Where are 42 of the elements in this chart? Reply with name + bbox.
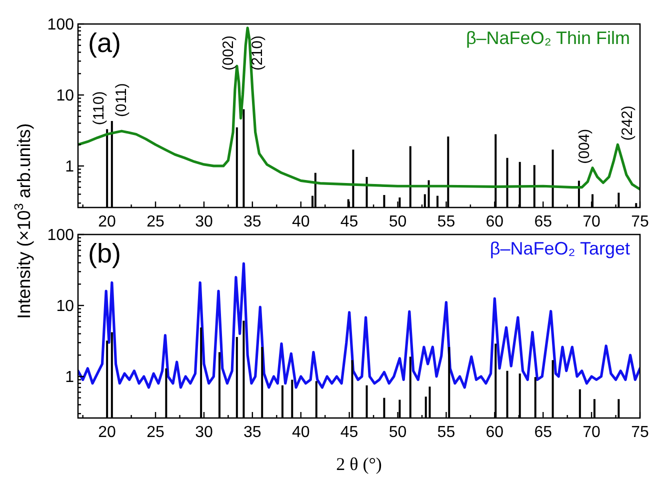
y-tick-label: 1 bbox=[65, 369, 74, 386]
annotation: (242) bbox=[618, 106, 636, 141]
x-tick-label: 70 bbox=[582, 424, 601, 441]
x-tick-label: 20 bbox=[98, 214, 116, 230]
x-tick-label: 65 bbox=[534, 214, 552, 230]
x-tick-label: 35 bbox=[244, 424, 262, 441]
annotation: (002) bbox=[220, 35, 238, 70]
x-tick-label: 40 bbox=[292, 424, 310, 441]
x-tick-label: 25 bbox=[146, 424, 165, 441]
x-tick-label: 30 bbox=[195, 424, 213, 441]
x-tick-label: 50 bbox=[388, 214, 407, 230]
annotation: (004) bbox=[576, 128, 593, 164]
text: β–NaFeO₂ Thin Film bbox=[466, 28, 630, 48]
x-tick-label: 20 bbox=[98, 424, 116, 441]
x-tick-label: 45 bbox=[340, 424, 358, 441]
annotation: (210) bbox=[248, 35, 266, 70]
x-tick-label: 75 bbox=[631, 424, 649, 441]
annotation: (a) bbox=[88, 28, 121, 58]
y-tick-label: 100 bbox=[47, 227, 74, 244]
x-axis-title: 2 θ (°) bbox=[336, 454, 382, 474]
x-tick-label: 40 bbox=[292, 214, 310, 230]
annotation: (b) bbox=[88, 238, 121, 268]
y-tick-label: 10 bbox=[56, 298, 74, 316]
x-tick-label: 25 bbox=[146, 214, 165, 230]
x-tick-label: 55 bbox=[437, 424, 456, 441]
y-tick-label: 10 bbox=[56, 88, 74, 105]
x-tick-label: 30 bbox=[195, 214, 213, 230]
line-series bbox=[78, 26, 640, 191]
x-tick-label: 60 bbox=[486, 424, 504, 441]
x-tick-label: 65 bbox=[534, 424, 552, 441]
text: β–NaFeO₂ Target bbox=[490, 238, 630, 258]
x-tick-label: 35 bbox=[244, 214, 262, 230]
x-tick-label: 55 bbox=[437, 214, 456, 230]
y-tick-label: 100 bbox=[47, 16, 74, 34]
x-tick-label: 75 bbox=[631, 214, 649, 230]
x-tick-label: 45 bbox=[340, 214, 358, 230]
x-tick-label: 50 bbox=[388, 424, 407, 441]
annotation: (011) bbox=[113, 83, 130, 118]
annotation: (110) bbox=[90, 91, 108, 126]
x-tick-label: 70 bbox=[582, 214, 601, 230]
x-tick-label: 60 bbox=[486, 214, 504, 230]
y-tick-label: 1 bbox=[65, 158, 74, 176]
